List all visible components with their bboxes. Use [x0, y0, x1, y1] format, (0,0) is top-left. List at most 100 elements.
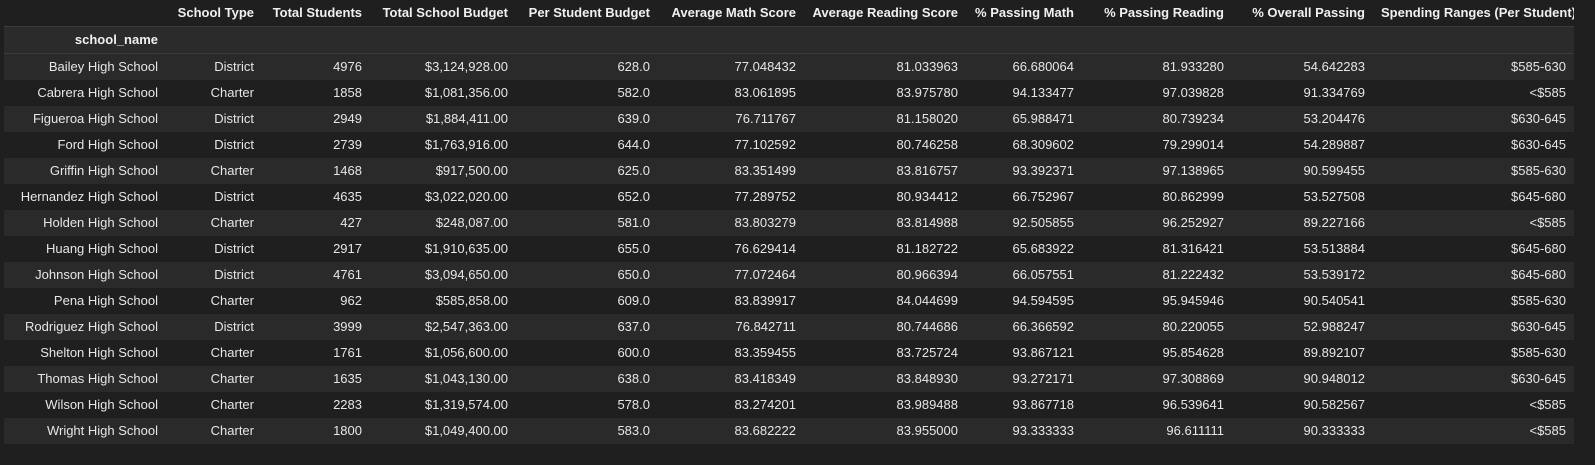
- index-name-header: school_name: [4, 26, 166, 54]
- table-cell: 83.418349: [734, 371, 796, 386]
- index-header-row: school_name: [4, 26, 1574, 54]
- table-cell: 77.102592: [734, 137, 796, 152]
- table-cell: Charter: [210, 215, 254, 230]
- table-cell: 93.867121: [1012, 345, 1074, 360]
- table-cell: $3,094,650.00: [424, 267, 508, 282]
- table-cell: 581.0: [617, 215, 650, 230]
- table-cell: 66.057551: [1012, 267, 1074, 282]
- table-cell: 83.816757: [896, 163, 958, 178]
- row-index-label: Griffin High School: [49, 163, 158, 178]
- table-cell: 1800: [333, 423, 362, 438]
- table-row: Bailey High School District 4976 $3,124,928…: [4, 53, 1574, 80]
- table-row: Wright High School Charter 1800 $1,049,400.…: [4, 418, 1574, 444]
- column-header-row: School Type Total Students Total School …: [4, 0, 1574, 27]
- table-cell: 2283: [333, 397, 362, 412]
- table-cell: 83.682222: [734, 423, 796, 438]
- table-cell: 83.274201: [734, 397, 796, 412]
- table-cell: $585-630: [1511, 59, 1566, 74]
- table-cell: 652.0: [617, 189, 650, 204]
- table-cell: 83.975780: [896, 85, 958, 100]
- table-cell: 83.989488: [896, 397, 958, 412]
- table-cell: 80.220055: [1162, 319, 1224, 334]
- table-cell: 962: [340, 293, 362, 308]
- table-cell: $630-645: [1511, 371, 1566, 386]
- table-cell: District: [214, 137, 254, 152]
- table-cell: 96.539641: [1162, 397, 1224, 412]
- table-cell: 65.988471: [1012, 111, 1074, 126]
- table-cell: 77.289752: [734, 189, 796, 204]
- table-cell: $585-630: [1511, 345, 1566, 360]
- table-cell: 3999: [333, 319, 362, 334]
- table-cell: 54.642283: [1303, 59, 1365, 74]
- table-cell: 89.227166: [1303, 215, 1365, 230]
- header-corner: [4, 0, 166, 27]
- table-cell: 97.039828: [1162, 85, 1224, 100]
- table-cell: <$585: [1529, 423, 1566, 438]
- column-header: Total School Budget: [370, 0, 516, 27]
- column-header: % Passing Math: [966, 0, 1082, 27]
- table-cell: 644.0: [617, 137, 650, 152]
- table-cell: $248,087.00: [435, 215, 508, 230]
- table-cell: 66.680064: [1012, 59, 1074, 74]
- column-header: Average Reading Score: [804, 0, 966, 27]
- table-cell: 53.539172: [1303, 267, 1365, 282]
- table-cell: $2,547,363.00: [424, 319, 508, 334]
- table-cell: 625.0: [617, 163, 650, 178]
- table-cell: 90.599455: [1303, 163, 1365, 178]
- table-cell: 91.334769: [1303, 85, 1365, 100]
- table-cell: 2917: [333, 241, 362, 256]
- column-header: School Type: [166, 0, 262, 27]
- table-cell: 578.0: [617, 397, 650, 412]
- table-cell: 93.392371: [1012, 163, 1074, 178]
- table-cell: 83.061895: [734, 85, 796, 100]
- table-cell: 52.988247: [1303, 319, 1365, 334]
- table-row: Ford High School District 2739 $1,763,916.0…: [4, 132, 1574, 158]
- table-cell: 83.359455: [734, 345, 796, 360]
- table-cell: 1635: [333, 371, 362, 386]
- table-cell: 1858: [333, 85, 362, 100]
- column-header: Average Math Score: [658, 0, 804, 27]
- table-cell: 4761: [333, 267, 362, 282]
- table-cell: Charter: [210, 371, 254, 386]
- column-header: % Passing Reading: [1082, 0, 1232, 27]
- table-cell: 83.955000: [896, 423, 958, 438]
- table-cell: 79.299014: [1162, 137, 1224, 152]
- table-cell: 92.505855: [1012, 215, 1074, 230]
- row-index-label: Wilson High School: [45, 397, 158, 412]
- table-row: Pena High School Charter 962 $585,858.00 609…: [4, 288, 1574, 314]
- table-cell: 77.048432: [734, 59, 796, 74]
- row-index-label: Bailey High School: [48, 59, 158, 74]
- table-cell: 2949: [333, 111, 362, 126]
- table-cell: 80.862999: [1162, 189, 1224, 204]
- table-cell: 90.540541: [1303, 293, 1365, 308]
- table-cell: 77.072464: [734, 267, 796, 282]
- table-cell: District: [214, 319, 254, 334]
- table-cell: Charter: [210, 397, 254, 412]
- table-cell: $1,056,600.00: [424, 345, 508, 360]
- table-cell: Charter: [210, 85, 254, 100]
- table-cell: $630-645: [1511, 319, 1566, 334]
- table-cell: $645-680: [1511, 189, 1566, 204]
- table-cell: <$585: [1529, 215, 1566, 230]
- table-cell: 66.366592: [1012, 319, 1074, 334]
- table-cell: 90.333333: [1303, 423, 1365, 438]
- table-cell: Charter: [210, 163, 254, 178]
- table-cell: <$585: [1529, 397, 1566, 412]
- table-cell: 80.739234: [1162, 111, 1224, 126]
- table-cell: 80.746258: [896, 137, 958, 152]
- table-cell: 637.0: [617, 319, 650, 334]
- table-cell: 83.839917: [734, 293, 796, 308]
- row-index-label: Cabrera High School: [37, 85, 158, 100]
- table-cell: 53.513884: [1303, 241, 1365, 256]
- table-cell: 4976: [333, 59, 362, 74]
- row-index-label: Thomas High School: [37, 371, 158, 386]
- table-cell: 68.309602: [1012, 137, 1074, 152]
- table-cell: 94.594595: [1012, 293, 1074, 308]
- table-cell: 4635: [333, 189, 362, 204]
- table-cell: 53.204476: [1303, 111, 1365, 126]
- row-index-label: Huang High School: [45, 241, 158, 256]
- table-cell: 90.582567: [1303, 397, 1365, 412]
- table-cell: Charter: [210, 423, 254, 438]
- row-index-label: Hernandez High School: [20, 189, 158, 204]
